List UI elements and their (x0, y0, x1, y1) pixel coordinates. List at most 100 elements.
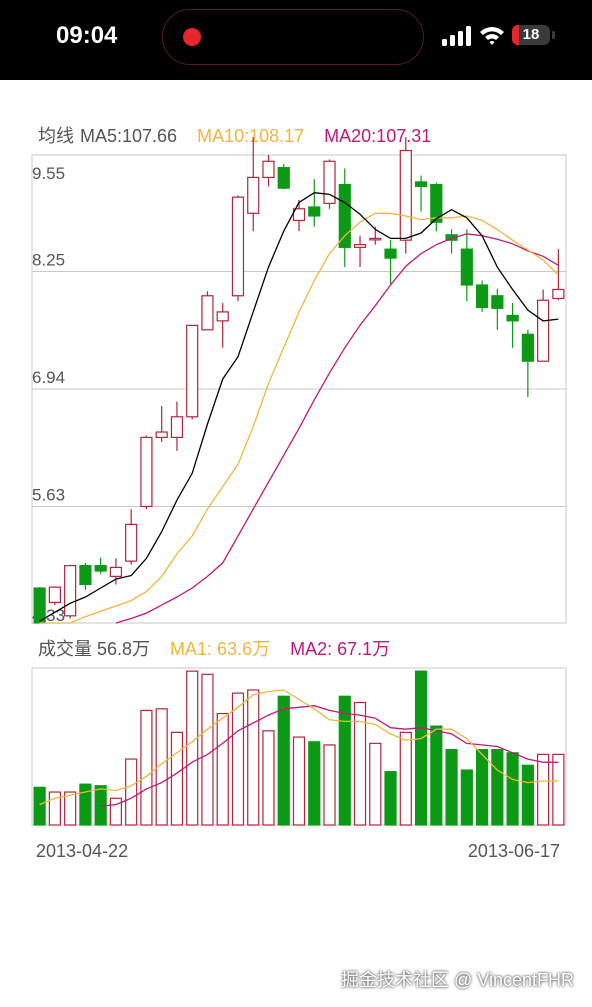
candle-up (186, 324, 199, 420)
candle-body (338, 183, 351, 248)
volume-bar-up (216, 712, 229, 826)
volume-bar-up (155, 708, 168, 826)
candle-down (94, 557, 107, 574)
price-legend-ma10: MA10:108.17 (197, 126, 304, 146)
candle-up (537, 289, 550, 362)
candle-up (109, 558, 123, 585)
volume-bar-down (506, 752, 519, 826)
candle-up (399, 137, 412, 254)
candle-body (94, 565, 107, 572)
volume-bar-up (399, 731, 412, 826)
volume-bar-up (537, 753, 550, 826)
candle-body (201, 295, 214, 331)
volume-bar-up (140, 709, 153, 826)
wifi-icon (480, 27, 504, 45)
status-time: 09:04 (56, 22, 118, 49)
battery-percent: 18 (522, 26, 540, 43)
volume-bar-down (475, 749, 489, 826)
candle-body (125, 523, 138, 562)
date-label-start: 2013-04-22 (36, 841, 128, 861)
cellular-signal-icon (442, 26, 471, 46)
ma10-line (39, 212, 559, 624)
candle-body (262, 160, 275, 179)
volume-bar-up (369, 742, 382, 826)
candle-down (521, 329, 534, 398)
candle-down (384, 240, 397, 285)
candle-body (79, 565, 92, 586)
candle-body (353, 244, 367, 248)
candle-body (64, 565, 77, 617)
volume-bar-up (170, 731, 184, 826)
volume-bar-up (64, 791, 77, 826)
volume-bar-down (384, 771, 397, 826)
volume-bar-up (247, 689, 260, 826)
candle-body (33, 587, 46, 624)
recording-indicator-icon (183, 28, 201, 46)
candle-up (64, 564, 77, 619)
volume-bar-down (460, 769, 473, 826)
candle-down (491, 288, 504, 330)
volume-bar-up (125, 758, 138, 826)
candle-up (353, 235, 367, 268)
volume-bar-down (308, 741, 321, 826)
volume-bar-down (445, 749, 458, 826)
price-legend-title: 均线 (38, 126, 74, 146)
candle-body (414, 181, 428, 187)
candle-down (460, 229, 473, 302)
candle-down (338, 168, 351, 268)
volume-bar-up (109, 797, 123, 826)
volume-bar-down (414, 670, 428, 826)
candle-body (445, 234, 458, 241)
candle-up (170, 401, 184, 451)
candle-down (79, 562, 92, 590)
ma20-line (115, 233, 559, 624)
candle-down (277, 163, 290, 190)
volume-bar-down (491, 749, 504, 826)
candle-up (140, 435, 153, 510)
candle-down (506, 302, 519, 348)
price-axis-tick-label: 9.55 (32, 164, 65, 183)
candle-up (247, 137, 260, 232)
price-axis-tick-label: 6.94 (32, 368, 65, 387)
candle-body (323, 160, 336, 205)
candle-body (537, 299, 550, 362)
candle-body (430, 183, 443, 223)
date-label-end: 2013-06-17 (468, 841, 560, 861)
candle-body (399, 149, 412, 241)
candle-body (216, 311, 229, 322)
volume-bar-down (33, 786, 46, 826)
candle-body (292, 208, 306, 222)
candle-up (292, 199, 306, 232)
volume-bar-up (231, 692, 245, 826)
candle-up (262, 155, 275, 187)
candle-down (445, 229, 458, 254)
battery-cap (552, 31, 555, 39)
price-legend-ma20: MA20:107.31 (324, 126, 431, 146)
candle-body (460, 248, 473, 286)
candle-down (414, 175, 428, 212)
volume-bar-down (79, 783, 92, 826)
candle-up (201, 291, 214, 331)
volume-bar-up (186, 670, 199, 826)
volume-ma2-line (100, 705, 559, 807)
candle-up (48, 586, 61, 606)
candle-body (308, 206, 321, 217)
volume-bar-up (353, 701, 367, 826)
volume-bar-down (430, 725, 443, 826)
price-legend-ma5: MA5:107.66 (80, 126, 177, 146)
volume-bar-down (338, 695, 351, 826)
price-axis-tick-label: 8.25 (32, 251, 65, 270)
candle-body (231, 196, 245, 297)
candle-up (155, 406, 168, 442)
candle-body (369, 237, 382, 241)
candle-body (277, 166, 290, 189)
candle-up (323, 159, 336, 209)
dynamic-island (162, 9, 424, 65)
volume-bar-up (323, 744, 336, 826)
volume-bar-down (277, 695, 290, 826)
candle-body (170, 416, 184, 439)
watermark: 掘金技术社区 @ VincentFHR (341, 970, 574, 990)
candle-body (506, 314, 519, 322)
volume-bar-up (552, 753, 565, 826)
